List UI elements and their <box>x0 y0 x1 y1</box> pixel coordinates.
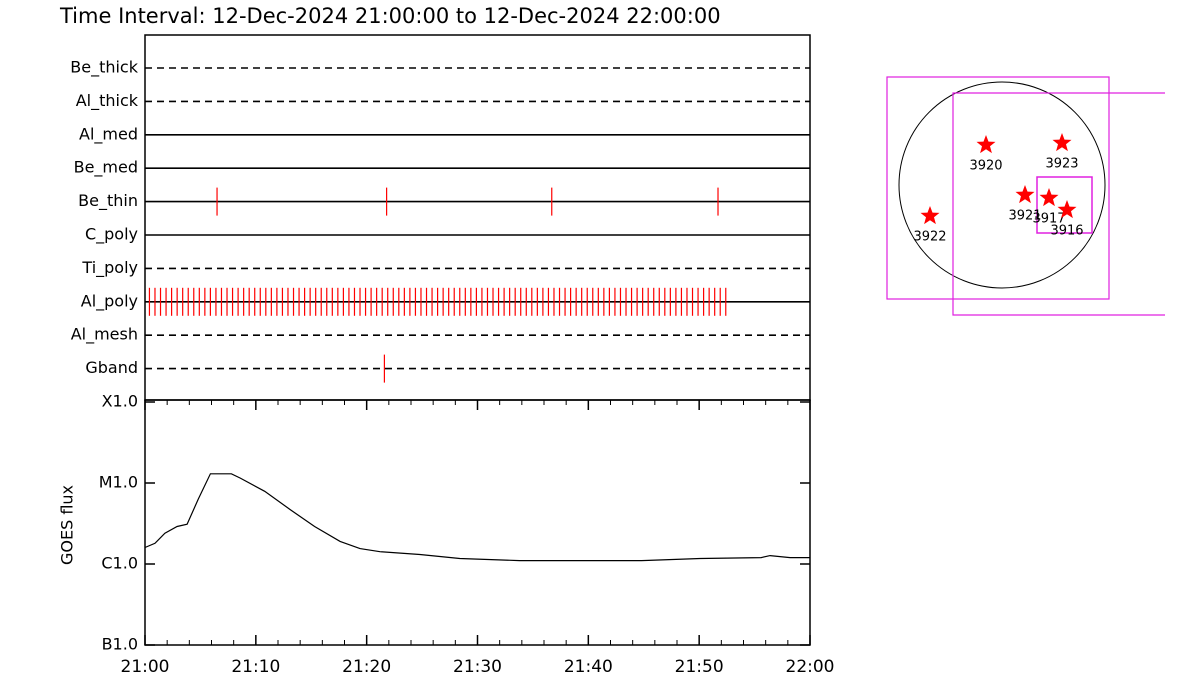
solar-disk <box>898 81 1106 289</box>
x-tick-label: 21:10 <box>231 657 280 677</box>
x-tick-label: 21:40 <box>564 657 613 677</box>
region-label: 3921 <box>1008 209 1041 224</box>
row-label: Al_thick <box>76 91 139 111</box>
x-tick-label: 21:20 <box>342 657 391 677</box>
chart-title: Time Interval: 12-Dec-2024 21:00:00 to 1… <box>59 4 721 28</box>
x-tick-label: 21:30 <box>453 657 502 677</box>
region-marker <box>976 135 996 154</box>
x-tick-label: 22:00 <box>786 657 835 677</box>
region-marker <box>920 206 940 225</box>
x-tick-label: 21:00 <box>121 657 170 677</box>
fov-box <box>886 76 1110 300</box>
region-label: 3923 <box>1045 157 1078 172</box>
y-tick-label: C1.0 <box>101 554 138 573</box>
row-label: Ti_poly <box>81 258 138 278</box>
fov-box <box>952 92 1165 316</box>
y-tick-label: M1.0 <box>99 473 138 492</box>
sun-map <box>886 76 1165 316</box>
region-label: 3922 <box>913 230 946 245</box>
x-tick-label: 21:50 <box>675 657 724 677</box>
region-marker <box>1015 185 1035 204</box>
region-label: 3916 <box>1050 224 1083 239</box>
region-marker <box>1052 133 1072 152</box>
region-label: 3920 <box>969 159 1002 174</box>
row-label: Al_poly <box>81 291 138 311</box>
timeline-frame <box>144 34 811 401</box>
row-label: Al_mesh <box>71 325 138 345</box>
y-axis-label: GOES flux <box>58 485 77 565</box>
row-label: Be_med <box>74 158 138 178</box>
region-marker <box>1057 200 1077 219</box>
y-tick-label: B1.0 <box>102 635 138 654</box>
goes-curve <box>144 473 810 562</box>
goes-frame <box>144 399 811 646</box>
y-tick-label: X1.0 <box>102 392 138 411</box>
row-label: Be_thick <box>70 58 138 78</box>
row-label: C_poly <box>85 225 138 245</box>
row-label: Gband <box>85 358 138 377</box>
row-label: Al_med <box>79 124 138 144</box>
row-label: Be_thin <box>78 191 138 211</box>
region-marker <box>1039 188 1059 207</box>
fov-box <box>1036 176 1093 234</box>
region-label: 3917 <box>1032 212 1065 227</box>
